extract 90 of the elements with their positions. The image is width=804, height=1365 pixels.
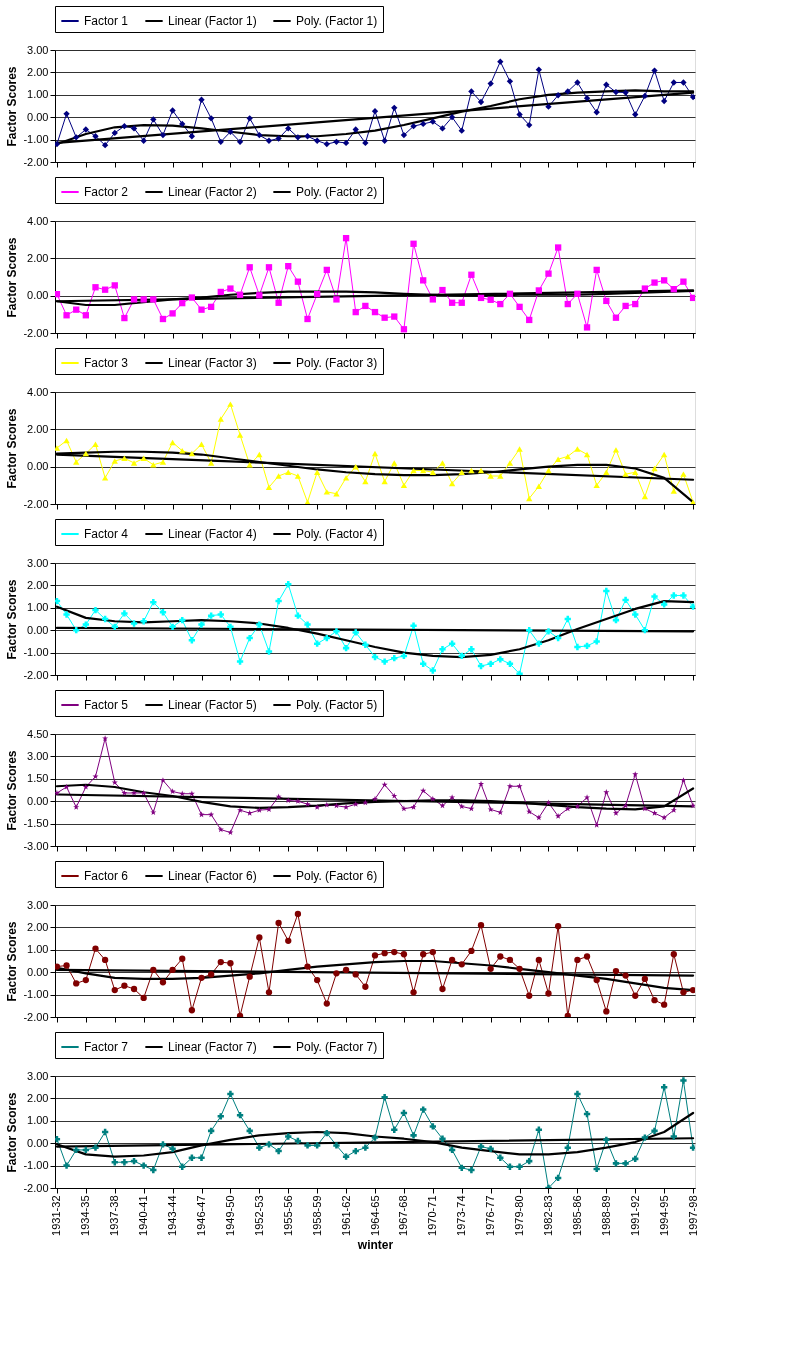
legend-label: Linear (Factor 5) [168,698,257,712]
x-tick-label: 1934-35 [79,1195,92,1236]
legend-label: Linear (Factor 6) [168,869,257,883]
y-tick-label: -2.00 [23,326,49,339]
y-tick-label: 0.00 [27,460,49,473]
y-tick-label: 2.00 [27,1091,49,1104]
y-tick-label: -1.00 [23,646,49,659]
y-tick-label: 2.00 [27,251,49,264]
y-tick-label: 4.00 [27,214,49,227]
x-tick-label: 1931-32 [50,1195,63,1236]
x-axis-title: winter [356,1237,394,1252]
x-tick-label: 1940-41 [137,1195,150,1236]
y-tick-label: 2.00 [27,920,49,933]
y-axis-title: Factor Scores [5,750,20,831]
y-tick-label: 2.00 [27,65,49,78]
legend-label: Poly. (Factor 7) [296,1040,378,1054]
y-tick-label: 3.00 [27,898,49,911]
x-tick-label: 1937-38 [108,1195,121,1236]
y-axis-title: Factor Scores [5,921,20,1002]
x-tick-label: 1961-62 [339,1195,352,1236]
x-tick-label: 1943-44 [166,1195,179,1236]
legend-label: Linear (Factor 1) [168,14,257,28]
y-tick-label: 1.00 [27,88,49,101]
x-tick-label: 1973-74 [455,1195,468,1236]
legend-label: Poly. (Factor 1) [296,14,378,28]
y-axis-title: Factor Scores [5,579,20,660]
legend-label: Poly. (Factor 5) [296,698,378,712]
legend-label: Linear (Factor 3) [168,356,257,370]
y-tick-label: 0.00 [27,965,49,978]
x-tick-label: 1952-53 [252,1195,265,1236]
y-tick-label: 0.00 [27,110,49,123]
y-tick-label: 2.00 [27,422,49,435]
y-tick-label: 1.00 [27,1114,49,1127]
y-tick-label: 1.00 [27,601,49,614]
legend-label: Poly. (Factor 4) [296,527,378,541]
legend-label: Poly. (Factor 6) [296,869,378,883]
y-tick-label: 3.00 [27,556,49,569]
y-tick-label: -2.00 [23,1010,49,1023]
y-axis-title: Factor Scores [5,1092,20,1173]
y-tick-label: 0.00 [27,289,49,302]
y-tick-label: 0.00 [27,794,49,807]
legend-label: Factor 7 [84,1040,129,1054]
x-tick-label: 1985-86 [570,1195,583,1236]
y-tick-label: -1.50 [23,817,49,830]
legend-label: Factor 4 [84,527,129,541]
legend-label: Factor 3 [84,356,129,370]
y-tick-label: -2.00 [23,668,49,681]
y-tick-label: 3.00 [27,749,49,762]
y-axis-title: Factor Scores [5,408,20,489]
x-tick-label: 1964-65 [368,1195,381,1236]
y-tick-label: 0.00 [27,623,49,636]
y-tick-label: 4.50 [27,727,49,740]
x-tick-label: 1946-47 [195,1195,208,1236]
y-tick-label: 1.50 [27,772,49,785]
x-tick-label: 1955-56 [281,1195,294,1236]
x-tick-label: 1997-98 [686,1195,699,1236]
x-tick-label: 1949-50 [223,1195,236,1236]
y-tick-label: 3.00 [27,1069,49,1082]
legend-label: Factor 5 [84,698,129,712]
y-tick-label: 4.00 [27,385,49,398]
x-tick-label: 1994-95 [657,1195,670,1236]
y-tick-label: -3.00 [23,839,49,852]
legend-label: Factor 2 [84,185,129,199]
legend-label: Linear (Factor 2) [168,185,257,199]
y-tick-label: 2.00 [27,578,49,591]
x-tick-label: 1970-71 [426,1195,439,1236]
y-axis-title: Factor Scores [5,66,20,147]
x-tick-label: 1979-80 [513,1195,526,1236]
x-tick-label: 1991-92 [628,1195,641,1236]
y-tick-label: -1.00 [23,1159,49,1172]
legend-label: Factor 6 [84,869,129,883]
y-axis-title: Factor Scores [5,237,20,318]
x-tick-label: 1967-68 [397,1195,410,1236]
legend-label: Linear (Factor 4) [168,527,257,541]
x-tick-label: 1976-77 [484,1195,497,1236]
y-tick-label: 1.00 [27,943,49,956]
y-tick-label: -2.00 [23,155,49,168]
y-tick-label: -2.00 [23,1181,49,1194]
legend-label: Linear (Factor 7) [168,1040,257,1054]
y-tick-label: -1.00 [23,988,49,1001]
x-tick-label: 1988-89 [599,1195,612,1236]
y-tick-label: -1.00 [23,133,49,146]
y-tick-label: -2.00 [23,497,49,510]
legend-label: Factor 1 [84,14,129,28]
legend-label: Poly. (Factor 3) [296,356,378,370]
legend-label: Poly. (Factor 2) [296,185,378,199]
y-tick-label: 0.00 [27,1136,49,1149]
y-tick-label: 3.00 [27,43,49,56]
x-tick-label: 1958-59 [310,1195,323,1236]
x-tick-label: 1982-83 [541,1195,554,1236]
